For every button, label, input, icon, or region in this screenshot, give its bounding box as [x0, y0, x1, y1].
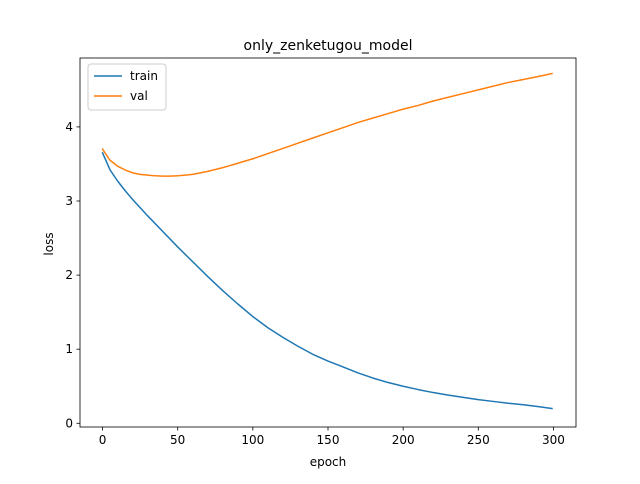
y-tick-label: 0 [65, 416, 73, 430]
series-line-train [101, 151, 553, 410]
x-tick-label: 100 [241, 433, 264, 447]
legend-label-val: val [130, 89, 148, 103]
series-line-val [101, 72, 553, 177]
y-tick-label: 4 [65, 120, 73, 134]
y-tick-label: 3 [65, 194, 73, 208]
x-tick-label: 250 [467, 433, 490, 447]
y-tick-label: 2 [65, 268, 73, 282]
y-axis-label: loss [42, 232, 56, 255]
series-layer [101, 72, 553, 410]
chart-title: only_zenketugou_model [244, 38, 413, 54]
legend: train val [87, 63, 167, 111]
x-tick-label: 0 [99, 433, 107, 447]
y-axis: 0 1 2 3 4 [65, 120, 80, 430]
x-tick-label: 50 [170, 433, 185, 447]
x-tick-label: 150 [317, 433, 340, 447]
x-tick-label: 200 [392, 433, 415, 447]
x-tick-label: 300 [542, 433, 565, 447]
y-tick-label: 1 [65, 342, 73, 356]
legend-label-train: train [130, 69, 158, 83]
x-axis: 0 50 100 150 200 250 300 [99, 427, 565, 447]
x-axis-label: epoch [310, 455, 347, 469]
